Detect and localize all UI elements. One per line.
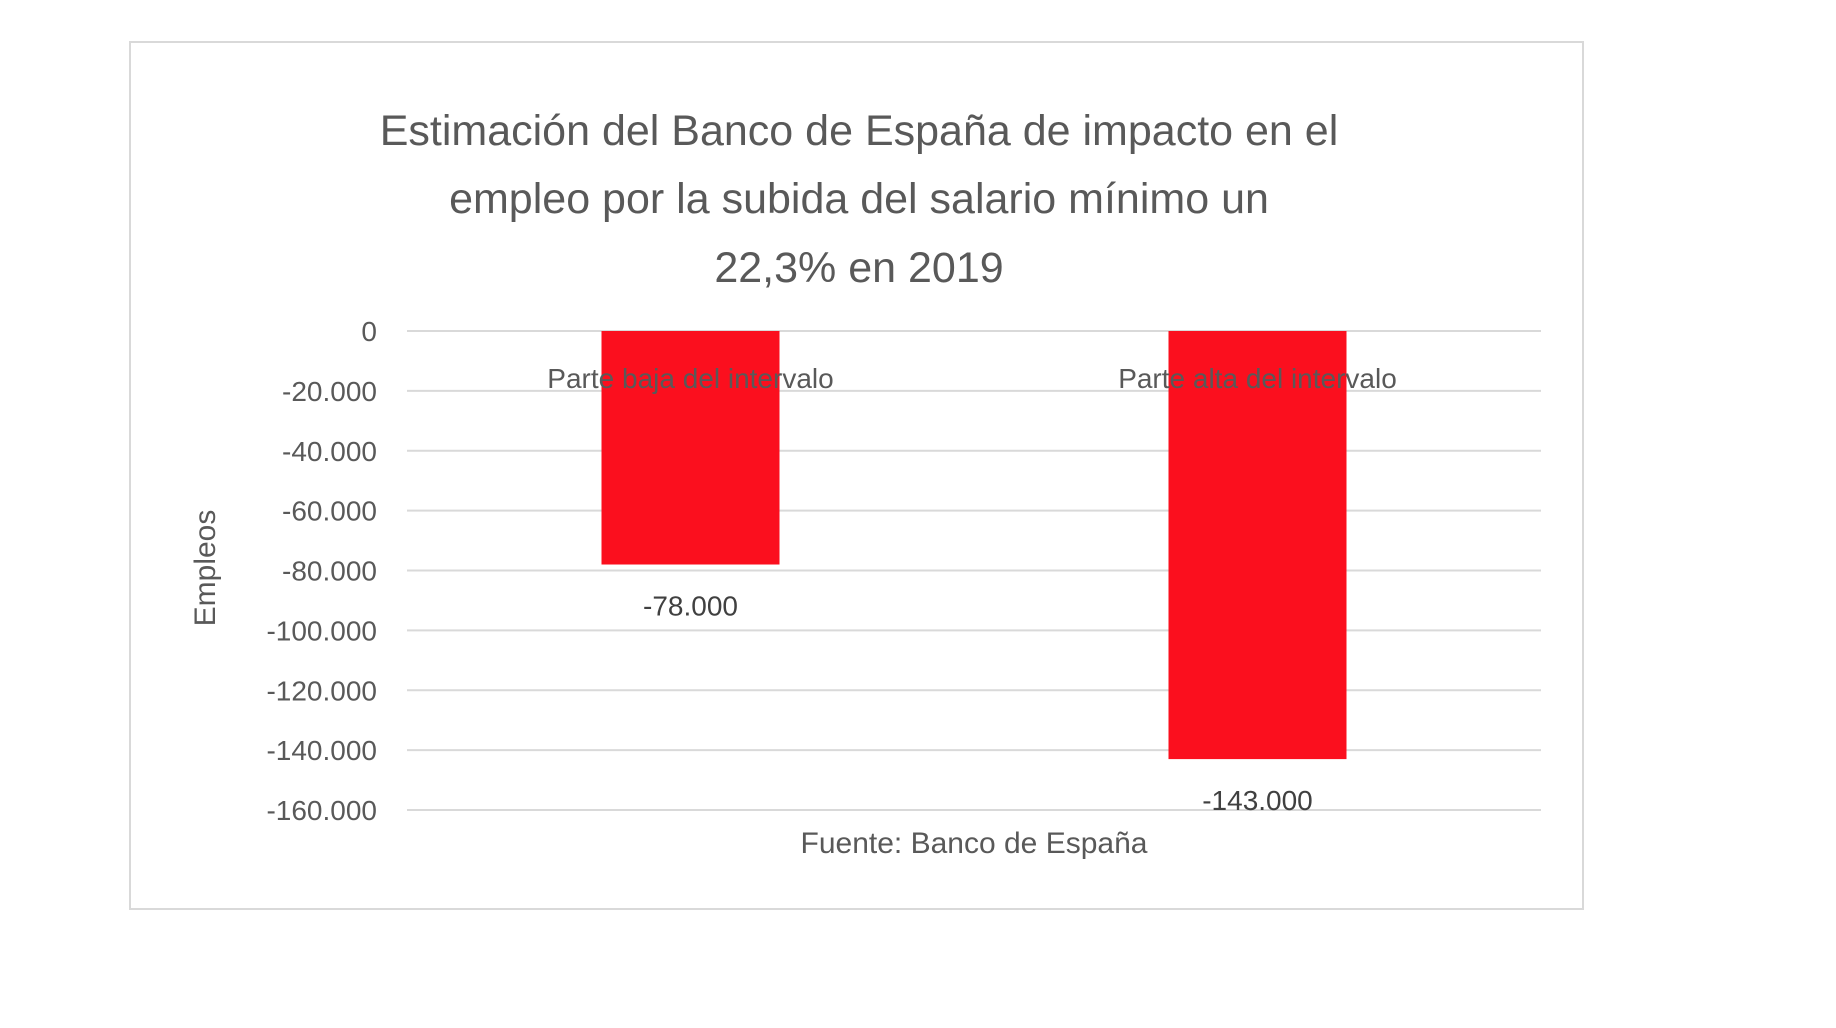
bar [1168, 331, 1347, 760]
y-tick-label: -120.000 [266, 675, 377, 706]
x-category-label: Parte alta del intervalo [1118, 363, 1397, 394]
y-tick-label: -80.000 [282, 556, 377, 587]
chart-title-line-3: 22,3% en 2019 [714, 244, 1003, 292]
y-tick-label: -40.000 [282, 436, 377, 467]
y-tick-label: -160.000 [266, 795, 377, 826]
y-tick-label: -140.000 [266, 735, 377, 766]
y-tick-label: -100.000 [266, 615, 377, 646]
y-tick-label: -20.000 [282, 376, 377, 407]
chart-svg: Estimación del Banco de España de impact… [189, 107, 1541, 860]
bar [601, 331, 780, 565]
chart-title-line-2: empleo por la subida del salario mínimo … [449, 175, 1269, 223]
y-tick-label: 0 [361, 316, 377, 347]
data-label: -143.000 [1202, 785, 1313, 816]
y-tick-label: -60.000 [282, 496, 377, 527]
data-label: -78.000 [643, 591, 738, 622]
x-category-label: Parte baja del intervalo [547, 363, 833, 394]
chart-title-line-1: Estimación del Banco de España de impact… [380, 107, 1339, 155]
chart-frame: Estimación del Banco de España de impact… [129, 41, 1584, 910]
x-axis-title: Fuente: Banco de España [801, 827, 1148, 860]
y-axis-title: Empleos [189, 510, 222, 627]
